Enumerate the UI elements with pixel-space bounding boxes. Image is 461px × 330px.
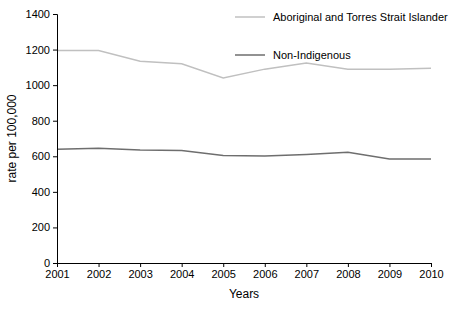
tick-label: 2005 [211,268,235,280]
tick-label: 2010 [419,268,443,280]
axis-line [53,15,58,264]
tick-mark [53,85,57,86]
tick-mark [223,263,224,267]
axis-line [58,264,432,268]
tick-mark [53,156,57,157]
tick-label: 2007 [295,268,319,280]
y-axis-title: rate per 100,000 [5,94,19,182]
series-line [57,50,431,78]
tick: 800 [32,115,57,127]
tick-mark [53,14,57,15]
x-axis: 2001 2002 2003 2004 2005 2006 2007 2008 2009 2010 [45,263,443,280]
tick-mark [53,227,57,228]
tick-mark [53,263,57,264]
tick-label: 1200 [26,44,50,56]
tick-label: 2004 [170,268,194,280]
tick: 2003 [128,263,152,280]
legend-swatch [235,54,265,56]
tick: 1000 [26,79,57,91]
tick-mark [53,121,57,122]
tick: 1200 [26,44,57,56]
tick-label: 1000 [26,79,50,91]
series-line [57,148,431,159]
tick-label: 2008 [336,268,360,280]
tick-mark [389,263,390,267]
tick-label: 2001 [45,268,69,280]
tick: 600 [32,150,57,162]
tick: 200 [32,221,57,233]
tick: 2007 [295,263,319,280]
tick-mark [182,263,183,267]
tick-label: 2009 [378,268,402,280]
plot: 2001 2002 2003 2004 2005 2006 2007 2008 2009 2010… [26,8,444,280]
tick-mark [348,263,349,267]
x-axis-title: Years [229,287,259,301]
legend-label: Aboriginal and Torres Strait Islander [273,11,448,23]
tick-label: 400 [32,186,50,198]
tick: 2010 [419,263,443,280]
tick: 1400 [26,8,57,20]
tick-label: 200 [32,221,50,233]
tick-mark [53,50,57,51]
tick: 2009 [378,263,402,280]
tick-label: 1400 [26,8,50,20]
tick-mark [99,263,100,267]
tick: 2002 [87,263,111,280]
tick-mark [140,263,141,267]
tick-mark [265,263,266,267]
tick: 2004 [170,263,194,280]
tick-label: 2003 [128,268,152,280]
legend: Aboriginal and Torres Strait Islander Non… [235,11,448,61]
tick: 0 [44,257,57,269]
y-axis: 0 200 400 600 800 1000 1200 1400 [26,8,58,269]
tick-mark [306,263,307,267]
tick-label: 2002 [87,268,111,280]
tick-label: 600 [32,150,50,162]
tick-label: 0 [44,257,50,269]
legend-label: Non-Indigenous [273,49,351,61]
tick: 2008 [336,263,360,280]
chart: 2001 2002 2003 2004 2005 2006 2007 2008 2009 2010… [0,0,461,330]
lines [57,50,431,158]
tick: 2006 [253,263,277,280]
tick-mark [431,263,432,267]
tick: 2005 [211,263,235,280]
tick-label: 800 [32,115,50,127]
tick-label: 2006 [253,268,277,280]
tick: 400 [32,186,57,198]
tick-mark [53,192,57,193]
legend-swatch [235,16,265,18]
